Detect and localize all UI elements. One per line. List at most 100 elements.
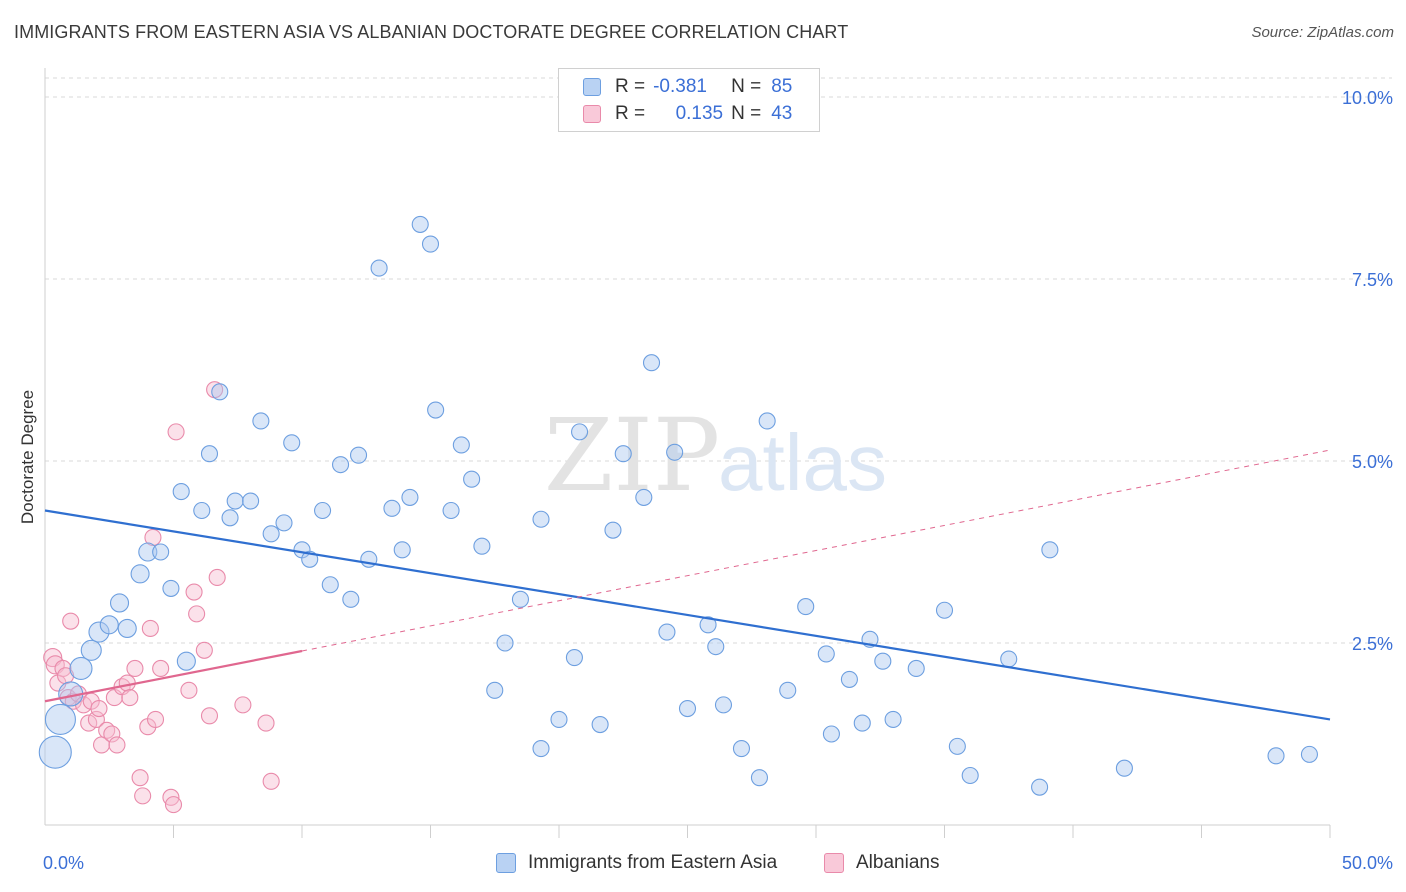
albanians-point <box>234 696 252 714</box>
x-tick-label: 50.0% <box>1342 853 1393 873</box>
eastern-asia-point <box>283 434 301 452</box>
eastern-asia-point <box>314 501 332 520</box>
y-tick-label: 2.5% <box>1352 634 1393 654</box>
legend-n-label: N = <box>731 76 762 97</box>
albanians-point <box>126 659 144 678</box>
grid-layer <box>45 77 1392 644</box>
source-label: Source: ZipAtlas.com <box>1251 24 1394 41</box>
eastern-asia-point <box>69 656 93 681</box>
y-tick-label: 10.0% <box>1342 88 1393 108</box>
eastern-asia-point <box>242 492 260 510</box>
x-tick-label: 0.0% <box>43 853 84 873</box>
eastern-asia-point <box>884 710 902 728</box>
albanians-point <box>195 641 213 659</box>
legend-n-value: 43 <box>771 103 793 124</box>
bottom-legend-label: Immigrants from Eastern Asia <box>528 852 778 873</box>
legend-swatch-pink <box>583 105 601 123</box>
legend-n-value: 85 <box>771 76 793 97</box>
eastern-asia-point <box>732 740 751 758</box>
eastern-asia-point <box>935 601 954 619</box>
eastern-asia-point <box>707 638 725 656</box>
watermark: ZIP atlas <box>544 397 887 514</box>
y-tick-label: 7.5% <box>1352 270 1393 290</box>
albanians-point <box>257 714 275 732</box>
eastern-asia-point <box>80 639 102 661</box>
eastern-asia-point <box>907 659 925 678</box>
eastern-asia-point <box>699 616 717 634</box>
eastern-asia-point <box>427 401 445 419</box>
eastern-asia-point <box>591 715 609 734</box>
legend-swatch-blue <box>583 78 601 96</box>
eastern-asia-point <box>226 492 244 510</box>
albanians-point <box>43 648 63 668</box>
eastern-asia-point <box>138 542 158 562</box>
eastern-asia-point <box>779 681 797 699</box>
eastern-asia-point <box>211 383 229 401</box>
albanians-point <box>188 605 206 623</box>
eastern-asia-point <box>321 576 339 594</box>
eastern-asia-point <box>758 412 776 430</box>
eastern-asia-point <box>262 525 280 543</box>
bottom-legend-swatch-blue <box>496 853 516 873</box>
albanians-point <box>57 667 75 685</box>
eastern-asia-point <box>331 456 350 474</box>
eastern-asia-point <box>532 740 550 758</box>
eastern-asia-point <box>275 514 293 532</box>
legend-row-eastern-asia: R = -0.381 N = 85 <box>583 76 792 98</box>
legend-r-value: 0.135 <box>675 103 724 124</box>
albanians-point <box>141 619 159 637</box>
y-tick-label: 5.0% <box>1352 452 1393 472</box>
trend-lines <box>44 449 1331 721</box>
eastern-asia-points <box>38 215 1318 796</box>
albanians-point <box>87 710 105 728</box>
eastern-asia-point <box>666 443 684 461</box>
eastern-asia-point <box>565 649 583 667</box>
albanians-point <box>152 659 170 678</box>
eastern-asia-point <box>714 696 733 714</box>
albanians-trendline-dashed <box>301 449 1331 652</box>
albanians-point <box>167 423 185 441</box>
albanians-point <box>146 710 165 728</box>
eastern-asia-point <box>642 354 661 372</box>
y-axis-label: Doctorate Degree <box>18 390 37 524</box>
eastern-asia-point <box>172 483 190 501</box>
eastern-asia-point <box>1041 541 1059 559</box>
albanians-point <box>62 612 80 630</box>
eastern-asia-point <box>401 488 419 506</box>
eastern-asia-point <box>130 564 150 584</box>
bottom-legend-eastern-asia: Immigrants from Eastern Asia <box>496 852 777 874</box>
bottom-legend-label: Albanians <box>856 852 940 873</box>
eastern-asia-point <box>162 579 180 597</box>
eastern-asia-point <box>817 645 835 663</box>
eastern-asia-point <box>342 590 360 608</box>
eastern-asia-point <box>252 412 270 430</box>
bottom-legend-swatch-pink <box>824 853 844 873</box>
eastern-asia-point <box>109 593 130 613</box>
eastern-asia-point <box>393 541 411 559</box>
eastern-asia-point <box>961 766 979 785</box>
axes-layer <box>44 68 1331 838</box>
albanians-point <box>185 583 203 601</box>
albanians-point <box>121 689 139 707</box>
eastern-asia-point <box>411 215 429 233</box>
eastern-asia-point <box>853 714 871 732</box>
eastern-asia-point <box>486 681 504 699</box>
albanians-point <box>164 796 183 814</box>
eastern-asia-point <box>822 725 840 743</box>
watermark-zip: ZIP <box>544 397 720 514</box>
eastern-asia-point <box>442 501 460 520</box>
albanians-point <box>131 769 149 787</box>
eastern-asia-point <box>1300 745 1318 763</box>
legend-r-label: R = <box>615 103 646 124</box>
eastern-asia-point <box>221 509 239 527</box>
eastern-asia-point <box>117 618 137 638</box>
chart-title: IMMIGRANTS FROM EASTERN ASIA VS ALBANIAN… <box>14 22 849 42</box>
tick-labels: 2.5% 5.0% 7.5% 10.0% 0.0% 50.0% <box>43 88 1393 873</box>
eastern-asia-point <box>532 510 550 528</box>
albanians-point <box>200 707 219 725</box>
eastern-asia-point <box>948 737 966 755</box>
eastern-asia-point <box>874 652 892 670</box>
eastern-asia-point <box>1000 650 1018 668</box>
eastern-asia-point <box>840 670 858 688</box>
